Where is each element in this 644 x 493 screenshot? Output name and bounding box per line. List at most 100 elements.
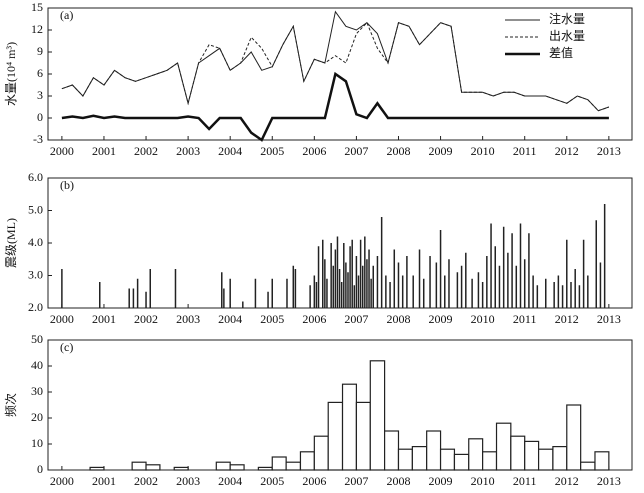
x-tick-label: 2007 [344, 144, 368, 158]
panel-label: (c) [60, 340, 73, 354]
x-tick-label: 2012 [555, 312, 579, 326]
x-tick-label: 2004 [218, 144, 242, 158]
bar [145, 464, 161, 471]
bar [439, 448, 456, 471]
x-tick-label: 2002 [134, 144, 158, 158]
bar [411, 446, 428, 471]
x-tick-label: 2007 [344, 474, 368, 488]
y-tick-label: 12 [31, 22, 43, 36]
y-tick-label: 4.0 [28, 235, 43, 249]
x-tick-label: 2006 [302, 474, 326, 488]
x-tick-label: 2008 [386, 474, 410, 488]
x-tick-label: 2004 [218, 474, 242, 488]
series-line [61, 21, 610, 112]
bar [229, 464, 245, 471]
x-tick-label: 2009 [429, 312, 453, 326]
y-tick-label: 30 [31, 384, 43, 398]
y-tick-label: 6 [37, 66, 43, 80]
x-tick-label: 2010 [471, 312, 495, 326]
x-tick-label: 2008 [386, 312, 410, 326]
bar [257, 466, 273, 471]
y-tick-label: -3 [33, 132, 43, 146]
series-line [61, 71, 609, 142]
bar [173, 466, 189, 471]
x-tick-label: 2007 [344, 312, 368, 326]
bar [327, 401, 344, 471]
bar [271, 456, 287, 471]
x-tick-label: 2012 [555, 144, 579, 158]
y-tick-label: 5.0 [28, 202, 43, 216]
x-tick-label: 2013 [597, 312, 621, 326]
y-tick-label: 6.0 [28, 170, 43, 184]
bar [369, 360, 386, 471]
x-tick-label: 2003 [176, 312, 200, 326]
y-tick-label: 10 [31, 436, 43, 450]
bar [468, 438, 484, 471]
x-tick-label: 2013 [597, 144, 621, 158]
y-tick-label: 0 [37, 110, 43, 124]
y-tick-label: 2.0 [28, 300, 43, 314]
x-tick-label: 2000 [50, 474, 74, 488]
bar [131, 461, 147, 471]
x-tick-label: 2010 [471, 144, 495, 158]
series-line [61, 10, 610, 112]
x-tick-label: 2003 [176, 144, 200, 158]
x-tick-label: 2005 [260, 474, 284, 488]
x-tick-label: 2001 [92, 312, 116, 326]
x-tick-label: 2011 [513, 474, 537, 488]
bar [426, 430, 442, 471]
y-tick-label: 3.0 [28, 267, 43, 281]
bar [89, 466, 105, 471]
x-tick-label: 2000 [50, 312, 74, 326]
x-tick-label: 2006 [302, 312, 326, 326]
bar [580, 461, 596, 471]
y-axis-label: 水量(10⁴ m³) [4, 42, 18, 106]
x-tick-label: 2002 [134, 474, 158, 488]
x-tick-label: 2001 [92, 474, 116, 488]
bar [341, 383, 358, 471]
bar [397, 448, 413, 471]
y-tick-label: 3 [37, 88, 43, 102]
x-tick-label: 2006 [302, 144, 326, 158]
y-tick-label: 9 [37, 44, 43, 58]
x-tick-label: 2000 [50, 144, 74, 158]
x-tick-label: 2004 [218, 312, 242, 326]
x-tick-label: 2008 [386, 144, 410, 158]
bar [299, 451, 315, 471]
plot-frame [47, 7, 633, 141]
x-tick-label: 2002 [134, 312, 158, 326]
bar [566, 404, 582, 471]
bar [355, 401, 371, 471]
x-tick-label: 2005 [260, 312, 284, 326]
y-tick-label: 0 [37, 462, 43, 476]
bar [537, 448, 554, 471]
bar [215, 461, 231, 471]
x-tick-label: 2005 [260, 144, 284, 158]
x-tick-label: 2013 [597, 474, 621, 488]
panel-label: (b) [60, 178, 74, 192]
panel-label: (a) [60, 8, 73, 22]
x-tick-label: 2001 [92, 144, 116, 158]
bar [594, 451, 610, 471]
bar [495, 422, 512, 471]
bar [482, 451, 498, 471]
x-tick-label: 2012 [555, 474, 579, 488]
y-tick-label: 20 [31, 410, 43, 424]
legend-label: 注水量 [549, 11, 585, 26]
x-tick-label: 2009 [429, 474, 453, 488]
bar [383, 430, 400, 471]
bar [552, 446, 568, 471]
y-tick-label: 15 [31, 0, 43, 14]
y-axis-label: 震级(ML) [4, 218, 18, 268]
y-tick-label: 50 [31, 332, 43, 346]
x-tick-label: 2011 [513, 312, 537, 326]
x-tick-label: 2009 [429, 144, 453, 158]
x-tick-label: 2010 [471, 474, 495, 488]
legend-label: 出水量 [549, 29, 585, 43]
bar [313, 435, 329, 471]
bar [285, 461, 302, 471]
bar [453, 453, 470, 471]
y-tick-label: 40 [31, 358, 43, 372]
x-tick-label: 2011 [513, 144, 537, 158]
